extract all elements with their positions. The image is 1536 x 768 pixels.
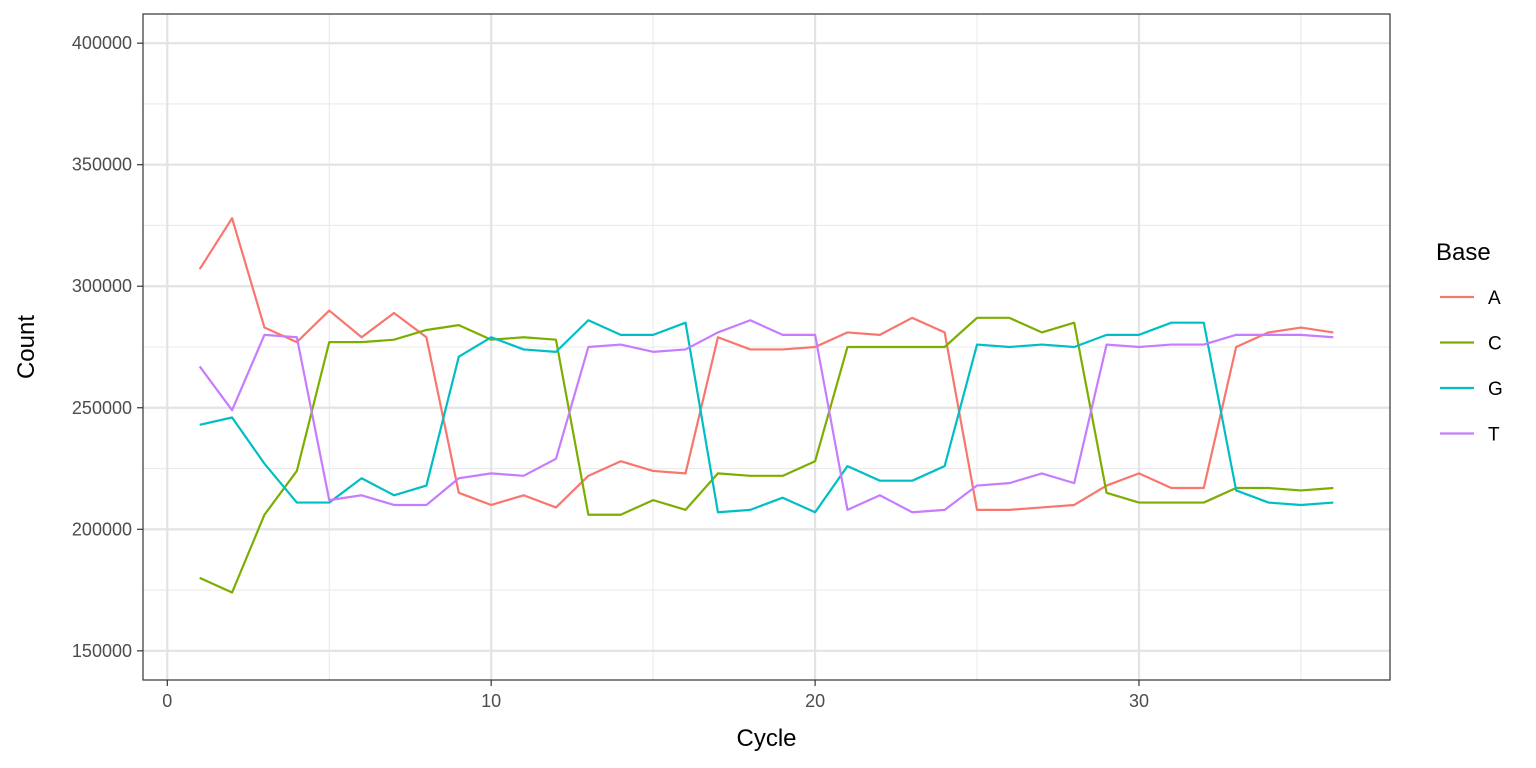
plot-panel-border [142,13,1391,681]
y-tick-label: 200000 [72,519,132,539]
legend-items: A C G T [1440,288,1503,446]
x-tick-label: 20 [805,691,825,711]
series-line-t [198,319,1334,514]
y-tick-label: 300000 [72,276,132,296]
legend-label-c: C [1488,334,1502,355]
y-tick-label: 150000 [72,641,132,661]
x-axis-title: Cycle [736,725,796,752]
series-line-c [199,316,1334,594]
x-tick-label: 10 [481,691,501,711]
series-line-g [199,319,1334,514]
x-tick-label: 0 [162,691,172,711]
series-lines [198,217,1334,594]
minor-gridlines [143,14,1390,680]
y-axis-ticks: 150000 200000 250000 300000 350000 400000 [72,33,143,661]
x-axis-ticks: 0 10 20 30 [162,680,1149,711]
legend-label-a: A [1488,288,1501,309]
legend-label-g: G [1488,379,1503,400]
legend: Base A C G T [1436,239,1503,446]
legend-label-t: T [1488,425,1500,446]
y-tick-label: 400000 [72,33,132,53]
x-tick-label: 30 [1129,691,1149,711]
y-tick-label: 350000 [72,155,132,175]
y-tick-label: 250000 [72,398,132,418]
series-line-a [198,217,1334,511]
legend-title: Base [1436,239,1491,266]
y-axis-title: Count [13,315,40,379]
